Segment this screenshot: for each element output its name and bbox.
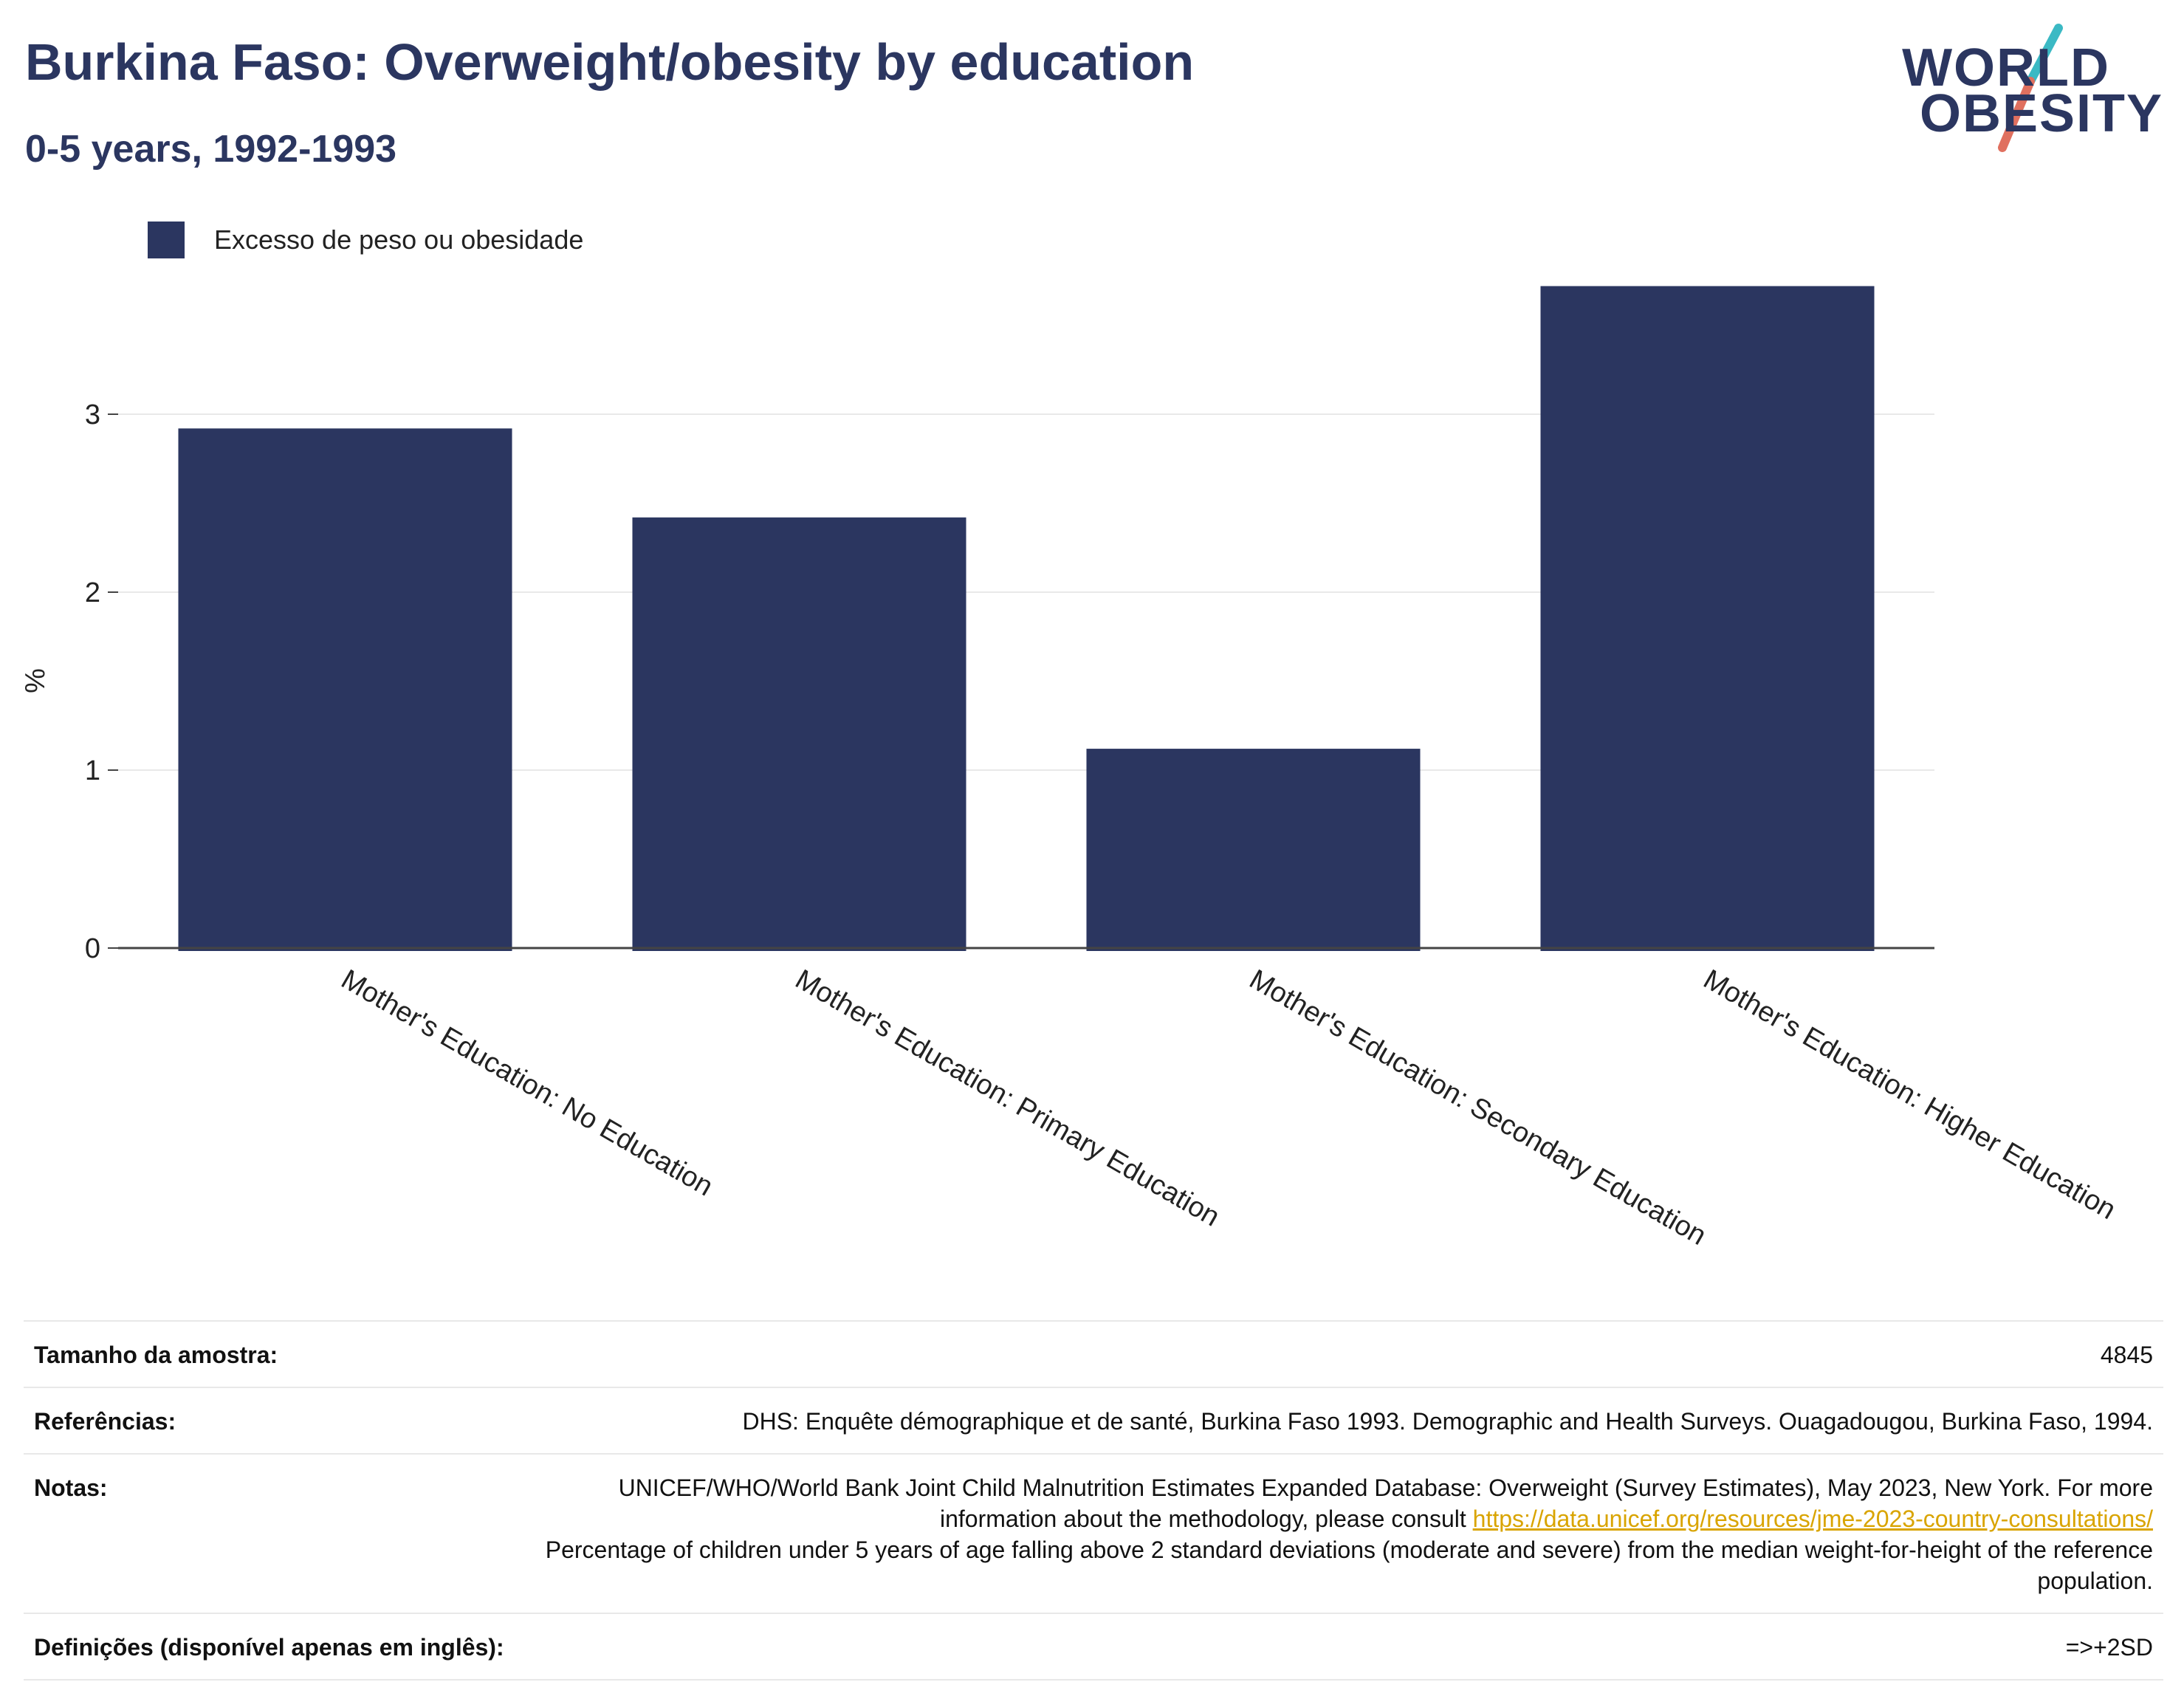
notes-text-2: Percentage of children under 5 years of … [545,1537,2153,1594]
x-tick-label: Mother's Education: Primary Education [790,964,1225,1232]
meta-row-references: Referências: DHS: Enquête démographique … [24,1387,2163,1453]
y-tick-label: 3 [85,399,100,430]
bar [178,428,512,951]
bar [1540,286,1875,952]
meta-label-sample: Tamanho da amostra: [34,1342,278,1368]
meta-label-notes: Notas: [34,1474,108,1501]
y-tick-label: 1 [85,755,100,786]
y-tick-label: 0 [85,933,100,964]
logo-text-world: WORLD [1902,38,2110,97]
y-axis-ticks: 0 1 2 3 [85,399,118,964]
meta-label-definitions: Definições (disponível apenas em inglês)… [34,1634,504,1661]
world-obesity-logo: WORLD OBESITY [1902,22,2171,155]
page-subtitle: 0-5 years, 1992-1993 [25,128,397,171]
bar-chart: Excesso de peso ou obesidade 0 1 2 3 Mother… [20,222,2121,1252]
x-axis-ticks: Mother's Education: No Education Mother's… [336,964,2121,1252]
x-tick-label: Mother's Education: Higher Education [1698,964,2121,1226]
logo-slash-icon [1998,24,2063,152]
page-title: Burkina Faso: Overweight/obesity by educ… [25,33,1195,91]
y-tick-label: 2 [85,577,100,608]
x-tick-label: Mother's Education: Secondary Education [1244,964,1711,1252]
y-axis-label: % [20,668,51,693]
meta-value-references: DHS: Enquête démographique et de santé, … [742,1408,2153,1435]
meta-row-definitions: Definições (disponível apenas em inglês)… [24,1613,2163,1680]
meta-label-references: Referências: [34,1408,176,1435]
legend-swatch [148,222,185,258]
methodology-link[interactable]: https://data.unicef.org/resources/jme-20… [1472,1506,2153,1532]
meta-row-notes: Notas: UNICEF/WHO/World Bank Joint Child… [24,1453,2163,1613]
meta-value-definitions: =>+2SD [2065,1634,2153,1661]
bar [632,517,966,951]
bars [178,286,1875,952]
meta-value-notes: UNICEF/WHO/World Bank Joint Child Malnut… [543,1472,2153,1596]
x-tick-label: Mother's Education: No Education [336,964,718,1202]
metadata-table: Tamanho da amostra: 4845 Referências: DH… [24,1320,2163,1680]
meta-value-sample: 4845 [2100,1342,2153,1368]
legend: Excesso de peso ou obesidade [148,222,583,258]
notes-text-1: UNICEF/WHO/World Bank Joint Child Malnut… [618,1474,2153,1532]
meta-row-sample: Tamanho da amostra: 4845 [24,1320,2163,1387]
bar [1086,749,1421,951]
logo-text-obesity: OBESITY [1920,84,2164,143]
legend-label: Excesso de peso ou obesidade [214,224,583,255]
